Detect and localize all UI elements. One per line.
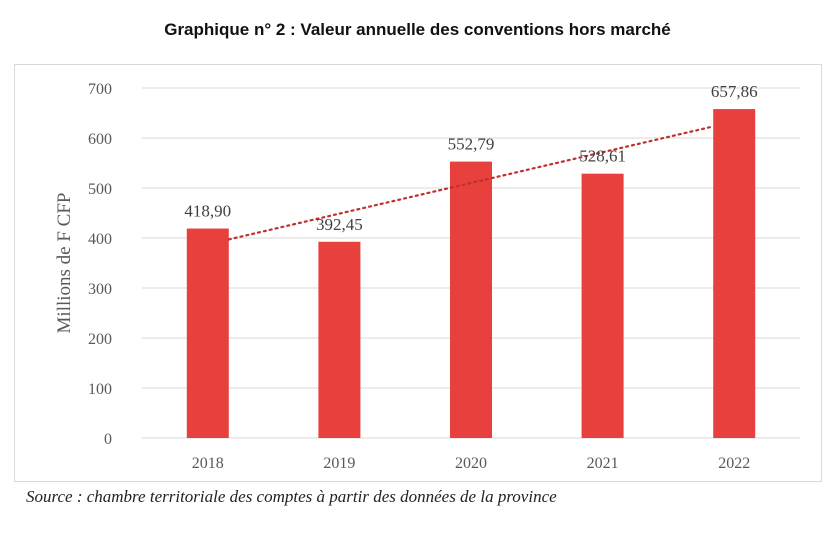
chart-frame: [14, 64, 822, 482]
x-tick-label: 2022: [718, 455, 750, 472]
y-tick-label: 100: [88, 381, 112, 398]
data-label: 418,90: [184, 202, 231, 221]
bar: [581, 173, 624, 438]
trendline-path: [227, 125, 715, 241]
data-label: 528,61: [579, 147, 626, 166]
data-label: 392,45: [316, 215, 363, 234]
data-label: 657,86: [711, 82, 758, 101]
x-tick-label: 2019: [323, 455, 355, 472]
chart-title: Graphique n° 2 : Valeur annuelle des con…: [164, 20, 671, 39]
data-labels: 418,90 392,45 552,79 528,61 657,86: [184, 82, 757, 234]
bars: [186, 109, 756, 439]
x-tick-label: 2021: [587, 455, 619, 472]
bar: [713, 109, 756, 438]
y-axis-label: Millions de F CFP: [54, 193, 75, 334]
y-tick-label: 700: [88, 81, 112, 98]
x-tick-label: 2018: [192, 455, 224, 472]
y-tick-label: 0: [104, 431, 112, 448]
bar: [318, 241, 361, 438]
x-axis-ticks: 2018 2019 2020 2021 2022: [192, 455, 750, 472]
bar: [186, 228, 229, 438]
source-note: Source : chambre territoriale des compte…: [26, 487, 557, 506]
y-tick-label: 600: [88, 131, 112, 148]
y-axis-ticks: 0 100 200 300 400 500 600 700: [88, 81, 112, 448]
bar: [450, 161, 492, 439]
y-tick-label: 300: [88, 281, 112, 298]
trendline: [227, 125, 715, 241]
y-tick-label: 400: [88, 231, 112, 248]
y-tick-label: 200: [88, 331, 112, 348]
x-tick-label: 2020: [455, 455, 487, 472]
y-tick-label: 500: [88, 181, 112, 198]
data-label: 552,79: [448, 135, 495, 154]
